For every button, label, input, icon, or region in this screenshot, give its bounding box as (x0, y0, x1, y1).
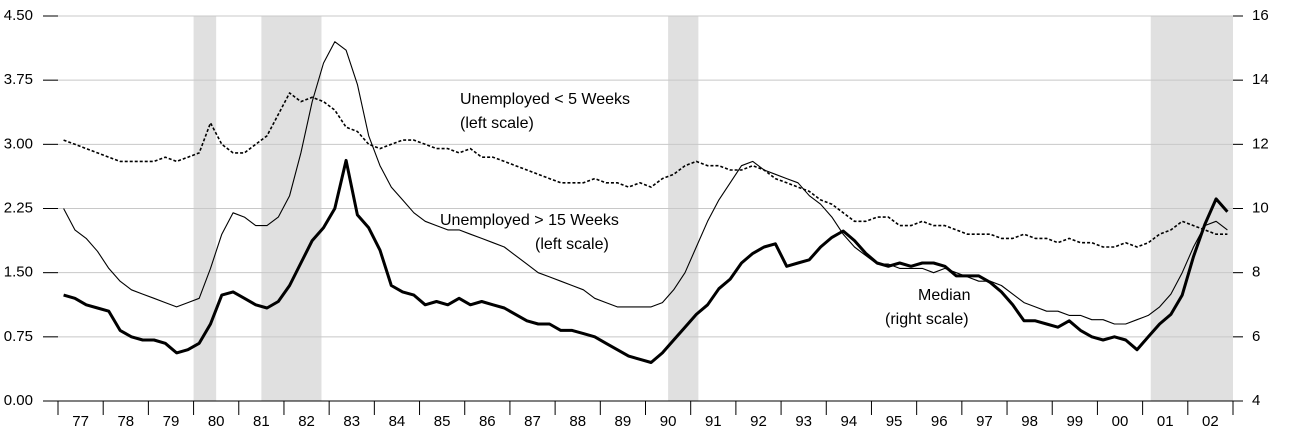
x-tick-label: 90 (660, 413, 677, 430)
x-tick-label: 96 (931, 413, 948, 430)
annotation: (right scale) (885, 311, 969, 328)
x-tick-label: 98 (1021, 413, 1038, 430)
y-tick-label: 0.00 (4, 392, 33, 409)
y-tick-label: 0.75 (4, 328, 33, 345)
annotation: Unemployed < 5 Weeks (460, 91, 630, 108)
annotation: (left scale) (460, 115, 534, 132)
x-tick-label: 85 (434, 413, 451, 430)
x-tick-label: 80 (208, 413, 225, 430)
x-tick-label: 81 (253, 413, 270, 430)
x-tick-label: 82 (298, 413, 315, 430)
y-tick-label: 4.50 (4, 7, 33, 24)
series-line (63, 158, 1229, 364)
y2-tick-label: 4 (1252, 392, 1260, 409)
annotation: (left scale) (535, 236, 609, 253)
x-tick-label: 93 (795, 413, 812, 430)
x-tick-label: 97 (976, 413, 993, 430)
x-tick-label: 00 (1112, 413, 1129, 430)
x-tick-label: 01 (1157, 413, 1174, 430)
x-tick-label: 79 (163, 413, 180, 430)
x-tick-label: 91 (705, 413, 722, 430)
annotation: Unemployed > 15 Weeks (440, 212, 619, 229)
x-tick-label: 95 (886, 413, 903, 430)
x-tick-label: 86 (479, 413, 496, 430)
x-tick-label: 99 (1066, 413, 1083, 430)
y-tick-label: 1.50 (4, 264, 33, 281)
y2-tick-label: 8 (1252, 264, 1260, 281)
x-tick-label: 83 (343, 413, 360, 430)
y2-tick-label: 14 (1252, 71, 1269, 88)
x-tick-label: 88 (569, 413, 586, 430)
x-tick-label: 02 (1202, 413, 1219, 430)
y2-tick-label: 10 (1252, 199, 1269, 216)
series-line (63, 41, 1228, 325)
x-tick-label: 87 (524, 413, 541, 430)
x-tick-label: 78 (117, 413, 134, 430)
y-tick-label: 3.00 (4, 135, 33, 152)
y-tick-label: 3.75 (4, 71, 33, 88)
y2-tick-label: 12 (1252, 135, 1269, 152)
annotation: Median (918, 287, 970, 304)
x-tick-label: 84 (389, 413, 406, 430)
series-line (63, 92, 1228, 248)
y2-tick-label: 16 (1252, 7, 1269, 24)
y2-tick-label: 6 (1252, 328, 1260, 345)
x-tick-label: 89 (615, 413, 632, 430)
x-tick-label: 77 (72, 413, 89, 430)
y-tick-label: 2.25 (4, 199, 33, 216)
x-tick-label: 92 (750, 413, 767, 430)
x-tick-label: 94 (841, 413, 858, 430)
